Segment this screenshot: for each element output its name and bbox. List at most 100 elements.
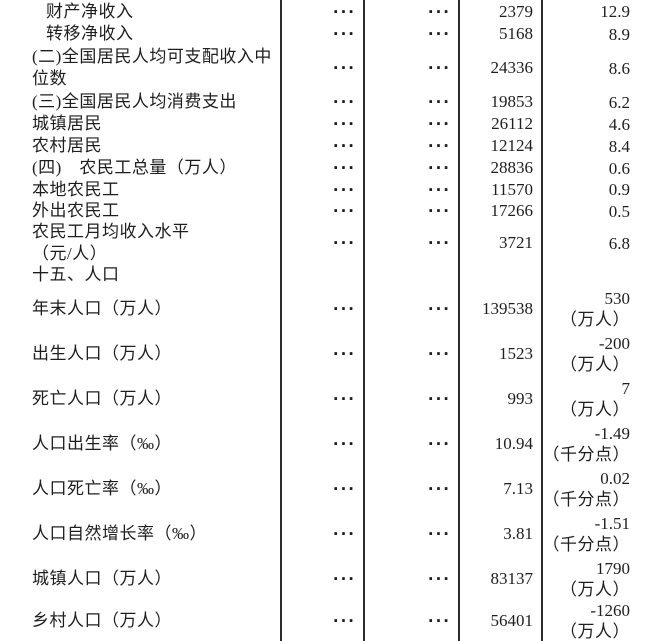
value-cell: 24336 (490, 58, 534, 77)
value-cell: 10.94 (494, 433, 533, 453)
change-cell: 0.5 (541, 200, 650, 222)
dots-cell-1: ··· (332, 2, 356, 21)
change-stack: 0.9 (609, 179, 630, 200)
change-value: 0.5 (608, 201, 630, 221)
change-stack: 6.8 (609, 233, 630, 254)
change-cell: -1.49 （千分点） (541, 421, 650, 466)
change-cell: 8.9 (541, 23, 650, 45)
indicator-label: 城镇人口（万人） (32, 568, 172, 588)
value-cell: 3721 (499, 233, 533, 252)
table-row: 乡村人口（万人） ··· ··· 56401 -1260 （万人） (0, 601, 650, 641)
dots-cell-2: ··· (427, 479, 451, 498)
dots-cell-1: ··· (332, 234, 356, 252)
dots-cell-1: ··· (332, 434, 356, 453)
table-row: 转移净收入 ··· ··· 5168 8.9 (0, 23, 650, 45)
dots-cell-1: ··· (332, 115, 356, 133)
indicator-label: 十五、人口 (32, 265, 120, 284)
change-stack: 0.5 (609, 201, 630, 222)
dots-cell-1: ··· (332, 569, 356, 588)
dots-cell-2: ··· (427, 2, 451, 21)
table-row: 本地农民工 ··· ··· 11570 0.9 (0, 179, 650, 200)
change-cell: 0.02 （千分点） (541, 466, 650, 511)
indicator-label: 本地农民工 (32, 179, 120, 199)
change-unit: （万人） (560, 354, 630, 374)
column-divider-4 (541, 0, 543, 641)
indicator-label: 人口自然增长率（‰） (32, 523, 207, 543)
change-cell: 7 （万人） (541, 376, 650, 421)
value-cell: 17266 (490, 201, 534, 220)
change-cell: 4.6 (541, 113, 650, 135)
change-value: 7 (621, 378, 631, 398)
indicator-label: 农村居民 (32, 136, 102, 155)
dots-cell-2: ··· (427, 115, 451, 133)
change-stack: 6.2 (609, 92, 630, 113)
change-stack: 4.6 (609, 114, 630, 135)
indicator-label: (二)全国居民人均可支配收入中 位数 (32, 47, 272, 88)
change-value: 0.9 (608, 180, 630, 199)
change-value: 6.8 (608, 233, 630, 253)
change-value: 8.9 (608, 24, 630, 44)
change-value: 12.9 (600, 2, 630, 21)
indicator-label: 转移净收入 (46, 24, 134, 43)
indicator-label: 人口死亡率（‰） (32, 478, 172, 498)
change-unit: （万人） (560, 579, 630, 599)
change-stack: 0.6 (609, 158, 630, 179)
column-divider-1 (280, 0, 282, 641)
change-stack: 8.4 (609, 136, 630, 157)
value-cell: 7.13 (503, 478, 533, 498)
dots-cell-1: ··· (332, 159, 356, 177)
value-cell (458, 264, 541, 286)
change-unit: （万人） (560, 622, 630, 641)
change-value: -1.49 (594, 423, 630, 443)
table-row: 城镇居民 ··· ··· 26112 4.6 (0, 113, 650, 135)
change-unit: （千分点） (542, 489, 630, 509)
table-row: (二)全国居民人均可支配收入中 位数 ··· ··· 24336 8.6 (0, 45, 650, 91)
indicator-label: 农民工月均收入水平 （元/人） (32, 222, 190, 263)
table-row: 农村居民 ··· ··· 12124 8.4 (0, 135, 650, 157)
table-row: (三)全国居民人均消费支出 ··· ··· 19853 6.2 (0, 91, 650, 113)
table-row: 十五、人口 (0, 264, 650, 286)
value-cell: 5168 (499, 24, 533, 43)
change-cell: 530 （万人） (541, 286, 650, 331)
change-cell: 12.9 (541, 0, 650, 23)
dots-cell-2: ··· (427, 299, 451, 318)
change-unit: （千分点） (542, 444, 630, 464)
change-stack: 7 （万人） (560, 378, 630, 420)
change-cell: 0.6 (541, 157, 650, 179)
change-cell: 6.8 (541, 222, 650, 264)
change-stack: 8.9 (609, 24, 630, 45)
change-value: 6.2 (608, 92, 630, 112)
dots-cell-1: ··· (332, 344, 356, 363)
change-value: -200 (598, 333, 630, 353)
dots-cell-1: ··· (332, 202, 356, 220)
dots-cell-2: ··· (427, 524, 451, 543)
indicator-label: 人口出生率（‰） (32, 433, 172, 453)
change-cell: 0.9 (541, 179, 650, 200)
dots-cell-1: ··· (332, 25, 356, 43)
indicator-label: 财产净收入 (46, 1, 134, 21)
table-row: 年末人口（万人） ··· ··· 139538 530 （万人） (0, 286, 650, 331)
value-cell: 2379 (499, 1, 533, 21)
value-cell: 26112 (491, 114, 533, 133)
change-stack: 530 （万人） (560, 288, 630, 330)
change-cell: -1260 （万人） (541, 601, 650, 641)
change-unit: （万人） (560, 399, 630, 419)
table-row: 农民工月均收入水平 （元/人） ··· ··· 3721 6.8 (0, 222, 650, 264)
value-cell: 1523 (499, 343, 533, 363)
dots-cell-2: ··· (427, 202, 451, 220)
table-row: 外出农民工 ··· ··· 17266 0.5 (0, 200, 650, 222)
value-cell: 993 (507, 388, 534, 408)
dots-cell-1: ··· (332, 59, 356, 77)
table-row: 财产净收入 ··· ··· 2379 12.9 (0, 0, 650, 23)
dots-cell-1: ··· (332, 93, 356, 111)
change-cell: 8.6 (541, 45, 650, 91)
value-cell: 56401 (490, 611, 534, 630)
indicator-label: 年末人口（万人） (32, 298, 172, 318)
dots-cell-2: ··· (427, 93, 451, 111)
dots-cell-2: ··· (427, 180, 451, 199)
dots-cell-1: ··· (332, 524, 356, 543)
indicator-label: (三)全国居民人均消费支出 (32, 92, 237, 111)
change-stack: -1.49 （千分点） (543, 423, 631, 465)
indicator-label: 出生人口（万人） (32, 343, 172, 363)
